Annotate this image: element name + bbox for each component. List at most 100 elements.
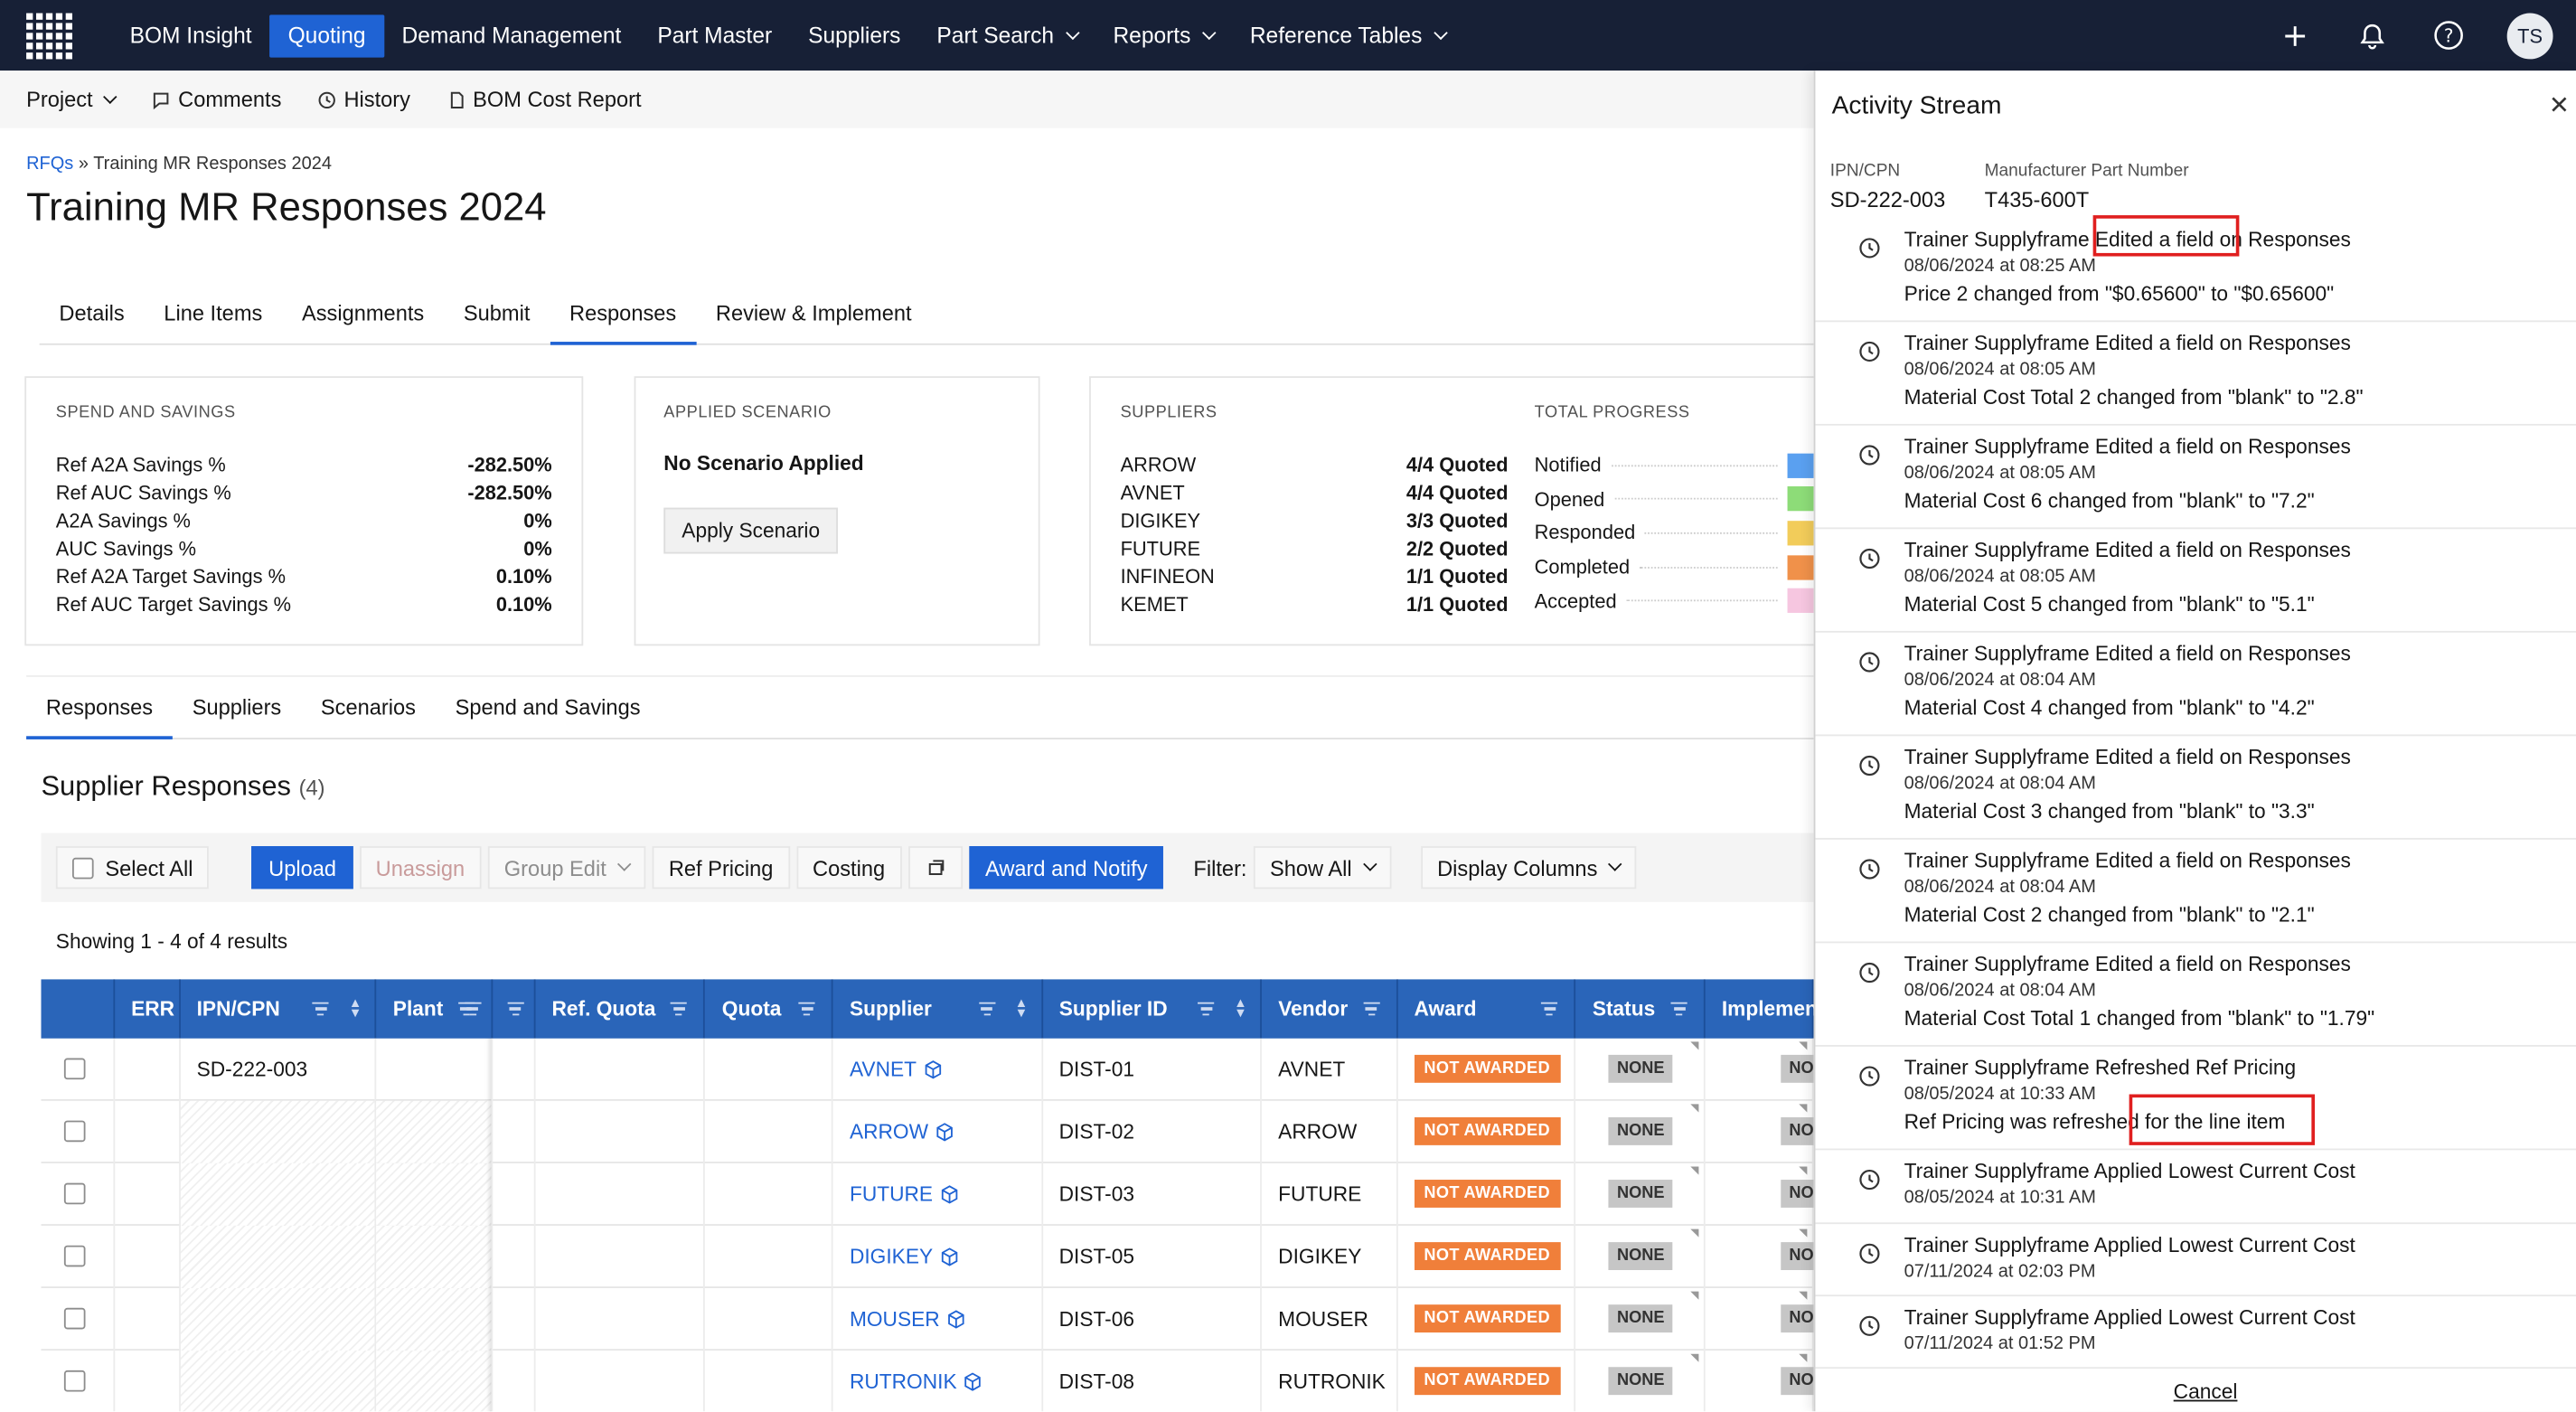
column-header[interactable]: Vendor xyxy=(1262,979,1398,1039)
filter-icon[interactable] xyxy=(312,1002,329,1019)
row-select-cell[interactable] xyxy=(41,1099,115,1163)
row-select-cell[interactable] xyxy=(41,1162,115,1226)
supplier-cell[interactable]: FUTURE xyxy=(833,1162,1043,1226)
filter-icon[interactable] xyxy=(1670,1002,1688,1019)
comments-button[interactable]: Comments xyxy=(152,87,281,112)
supplier-cell[interactable]: MOUSER xyxy=(833,1287,1043,1351)
sort-icon[interactable]: ▲ ▼ xyxy=(1014,995,1029,1021)
row-select-cell[interactable] xyxy=(41,1287,115,1351)
filter-icon[interactable] xyxy=(978,1002,995,1019)
nav-item-reference-tables[interactable]: Reference Tables xyxy=(1232,14,1463,56)
group-edit-button[interactable]: Group Edit xyxy=(487,846,646,890)
implement-cell[interactable]: NO xyxy=(1706,1037,1814,1100)
tab-details[interactable]: Details xyxy=(59,300,125,325)
row-checkbox[interactable] xyxy=(63,1058,86,1080)
status-cell[interactable]: NONE xyxy=(1576,1287,1706,1351)
cube-icon[interactable] xyxy=(939,1184,959,1204)
cube-icon[interactable] xyxy=(964,1371,983,1391)
apply-scenario-button[interactable]: Apply Scenario xyxy=(663,507,839,554)
bom-cost-report-button[interactable]: BOM Cost Report xyxy=(447,87,642,112)
nav-item-suppliers[interactable]: Suppliers xyxy=(790,14,918,56)
project-menu[interactable]: Project xyxy=(26,87,118,112)
row-select-cell[interactable] xyxy=(41,1350,115,1412)
cube-icon[interactable] xyxy=(939,1247,959,1266)
subtab-suppliers[interactable]: Suppliers xyxy=(192,694,282,720)
supplier-cell[interactable]: RUTRONIK xyxy=(833,1350,1043,1412)
upload-button[interactable]: Upload xyxy=(251,846,353,890)
supplier-cell[interactable]: DIGIKEY xyxy=(833,1225,1043,1288)
costing-button[interactable]: Costing xyxy=(795,846,902,890)
nav-item-reports[interactable]: Reports xyxy=(1095,14,1231,56)
column-header[interactable]: Plant xyxy=(377,979,494,1039)
history-button[interactable]: History xyxy=(317,87,410,112)
nav-item-part-search[interactable]: Part Search xyxy=(918,14,1095,56)
award-cell[interactable]: NOT AWARDED xyxy=(1397,1162,1576,1226)
tab-review-implement[interactable]: Review & Implement xyxy=(715,300,912,325)
nav-item-part-master[interactable]: Part Master xyxy=(639,14,790,56)
award-and-notify-button[interactable]: Award and Notify xyxy=(968,846,1164,890)
supplier-link[interactable]: RUTRONIK xyxy=(849,1369,957,1393)
filter-icon[interactable] xyxy=(671,1002,688,1019)
breadcrumb-rfqs-link[interactable]: RFQs xyxy=(26,154,74,174)
supplier-cell[interactable]: ARROW xyxy=(833,1099,1043,1163)
cancel-link[interactable]: Cancel xyxy=(2173,1379,2238,1404)
implement-cell[interactable]: NO xyxy=(1706,1350,1814,1412)
status-cell[interactable]: NONE xyxy=(1576,1225,1706,1288)
ref-pricing-button[interactable]: Ref Pricing xyxy=(652,846,790,890)
tab-responses[interactable]: Responses xyxy=(550,283,697,345)
subtab-scenarios[interactable]: Scenarios xyxy=(320,694,416,720)
award-cell[interactable]: NOT AWARDED xyxy=(1397,1225,1576,1288)
filter-icon[interactable] xyxy=(798,1002,815,1019)
status-cell[interactable]: NONE xyxy=(1576,1162,1706,1226)
supplier-link[interactable]: ARROW xyxy=(849,1119,929,1144)
sort-icon[interactable]: ▲ ▼ xyxy=(348,995,362,1021)
column-header[interactable]: ERR xyxy=(115,979,181,1039)
nav-item-demand-management[interactable]: Demand Management xyxy=(384,14,640,56)
status-cell[interactable]: NONE xyxy=(1576,1099,1706,1163)
tab-line-items[interactable]: Line Items xyxy=(164,300,263,325)
row-checkbox[interactable] xyxy=(63,1370,86,1392)
display-columns-dropdown[interactable]: Display Columns xyxy=(1420,846,1638,890)
subtab-spend-and-savings[interactable]: Spend and Savings xyxy=(455,694,641,720)
implement-cell[interactable]: NO xyxy=(1706,1162,1814,1226)
supplier-link[interactable]: FUTURE xyxy=(849,1181,934,1206)
implement-cell[interactable]: NO xyxy=(1706,1287,1814,1351)
row-checkbox[interactable] xyxy=(63,1120,86,1143)
close-icon[interactable]: ✕ xyxy=(2548,91,2570,120)
app-grid-logo-icon[interactable] xyxy=(26,12,72,59)
row-select-cell[interactable] xyxy=(41,1225,115,1288)
award-cell[interactable]: NOT AWARDED xyxy=(1397,1350,1576,1412)
status-cell[interactable]: NONE xyxy=(1576,1350,1706,1412)
row-checkbox[interactable] xyxy=(63,1245,86,1267)
select-all-control[interactable]: Select All xyxy=(55,846,210,890)
filter-icon[interactable] xyxy=(1198,1002,1215,1019)
select-all-checkbox[interactable] xyxy=(71,856,94,879)
column-header[interactable]: Status xyxy=(1576,979,1706,1039)
cube-icon[interactable] xyxy=(946,1309,966,1329)
unassign-button[interactable]: Unassign xyxy=(359,846,482,890)
award-cell[interactable]: NOT AWARDED xyxy=(1397,1099,1576,1163)
column-header[interactable]: Ref. Quota xyxy=(535,979,706,1039)
nav-item-bom-insight[interactable]: BOM Insight xyxy=(112,14,270,56)
row-select-cell[interactable] xyxy=(41,1037,115,1100)
supplier-cell[interactable]: AVNET xyxy=(833,1037,1043,1100)
status-cell[interactable]: NONE xyxy=(1576,1037,1706,1100)
column-header[interactable]: Quota xyxy=(706,979,833,1039)
plus-icon[interactable] xyxy=(2256,0,2333,71)
filter-icon[interactable] xyxy=(465,1002,482,1019)
cube-icon[interactable] xyxy=(923,1059,943,1078)
user-avatar[interactable]: TS xyxy=(2506,12,2553,59)
column-header[interactable]: Supplier ▲ ▼ xyxy=(833,979,1043,1039)
sort-icon[interactable]: ▲ ▼ xyxy=(1234,995,1247,1021)
row-checkbox[interactable] xyxy=(63,1182,86,1205)
nav-item-quoting[interactable]: Quoting xyxy=(269,14,384,57)
help-icon[interactable]: ? xyxy=(2410,0,2487,71)
subtab-responses[interactable]: Responses xyxy=(26,677,173,739)
supplier-link[interactable]: DIGIKEY xyxy=(849,1244,934,1268)
column-header[interactable]: IPN/CPN ▲ ▼ xyxy=(180,979,377,1039)
implement-cell[interactable]: NO xyxy=(1706,1099,1814,1163)
column-header[interactable]: Award xyxy=(1397,979,1576,1039)
filter-dropdown[interactable]: Show All xyxy=(1253,846,1392,890)
filter-icon[interactable] xyxy=(1541,1002,1558,1019)
column-header[interactable]: Supplier ID ▲ ▼ xyxy=(1043,979,1263,1039)
